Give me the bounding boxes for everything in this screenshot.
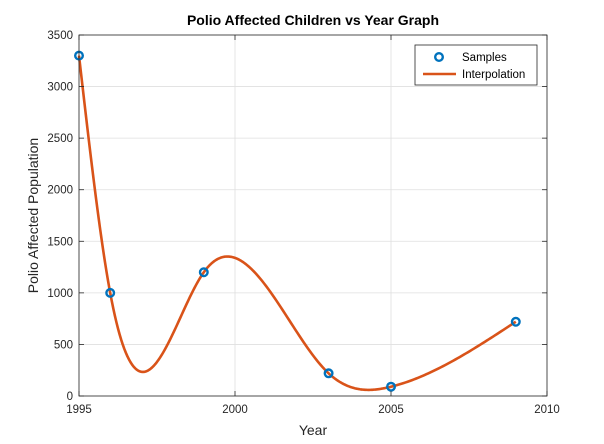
sample-point <box>386 381 397 392</box>
plot-area <box>79 35 547 396</box>
y-tick-label: 0 <box>67 391 73 403</box>
x-tick-label: 1995 <box>66 404 92 416</box>
grid <box>78 34 548 397</box>
legend-samples-marker <box>434 52 445 63</box>
y-axis-label: Polio Affected Population <box>25 138 41 293</box>
legend-samples-label: Samples <box>462 52 507 64</box>
y-tick-label: 3000 <box>47 82 73 94</box>
x-tick-label: 2010 <box>534 404 560 416</box>
interpolation-line <box>77 55 517 392</box>
y-tick-label: 3500 <box>47 30 73 42</box>
sample-point <box>105 287 116 298</box>
sample-point <box>510 316 521 327</box>
x-tick-label: 2005 <box>378 404 404 416</box>
legend-box <box>414 44 538 86</box>
sample-point <box>323 368 334 379</box>
y-tick-label: 2500 <box>47 133 73 145</box>
plot-frame <box>78 34 548 397</box>
legend-interpolation-label: Interpolation <box>462 69 525 81</box>
y-tick-label: 1000 <box>47 288 73 300</box>
x-axis-label: Year <box>299 422 328 438</box>
legend: Samples Interpolation <box>414 44 538 86</box>
y-tick-label: 500 <box>54 339 73 351</box>
samples-layer <box>73 50 521 392</box>
y-tick-label: 1500 <box>47 236 73 248</box>
x-axis-ticks: 1995 2000 2005 2010 <box>66 35 560 416</box>
sample-point <box>198 267 209 278</box>
interpolation-layer <box>77 55 517 392</box>
x-tick-label: 2000 <box>222 404 248 416</box>
y-axis-ticks: 0 500 1000 1500 2000 2500 3000 3500 <box>47 30 547 403</box>
y-tick-label: 2000 <box>47 185 73 197</box>
chart-title: Polio Affected Children vs Year Graph <box>187 12 439 28</box>
